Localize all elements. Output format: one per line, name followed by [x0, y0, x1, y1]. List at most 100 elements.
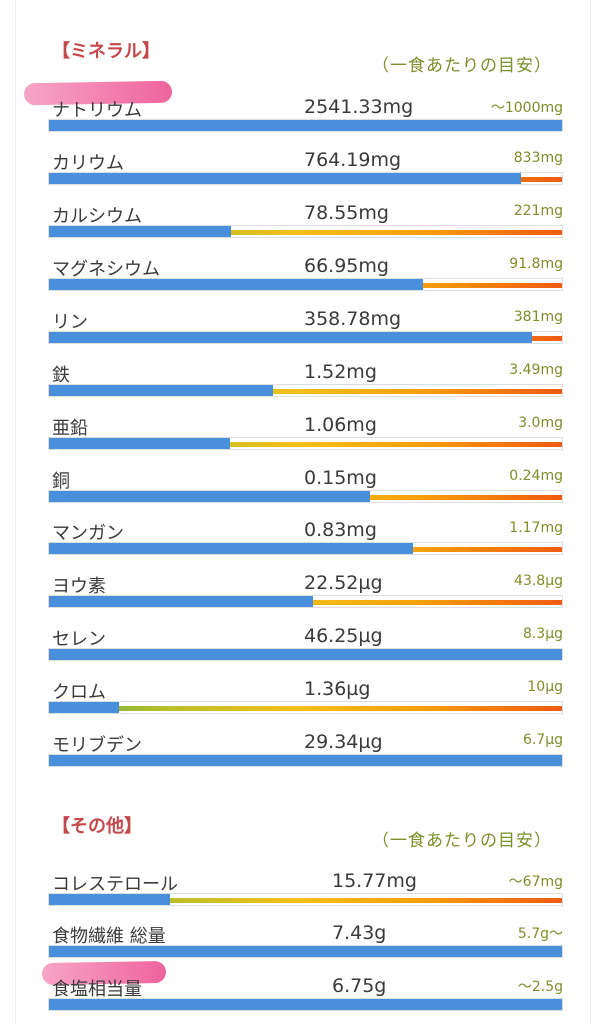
nutrient-target: ～2.5g [517, 979, 563, 995]
progress-fill [49, 438, 231, 449]
nutrient-value: 6.75g [332, 975, 387, 997]
nutrient-progress-bar [48, 384, 563, 397]
others-section-title: 【その他】 [52, 816, 142, 837]
progress-fill [49, 755, 562, 766]
nutrient-row-potassium: カリウム 764.19mg 833mg [0, 149, 609, 201]
nutrient-value: 1.36µg [304, 678, 371, 700]
others-section-header: 【その他】 （一食あたりの目安） [0, 816, 609, 851]
progress-fill [49, 226, 232, 237]
nutrient-row-magnesium: マグネシウム 66.95mg 91.8mg [0, 255, 609, 307]
nutrient-progress-bar [48, 945, 563, 958]
nutrient-target: 43.8µg [514, 573, 563, 589]
nutrient-target: 10µg [527, 679, 563, 695]
nutrient-progress-bar [48, 119, 563, 132]
card-left-border [15, 0, 16, 1024]
nutrient-progress-bar [48, 490, 563, 503]
nutrient-target: 221mg [513, 203, 563, 219]
nutrient-target: 381mg [513, 309, 563, 325]
nutrient-progress-bar [48, 225, 563, 238]
nutrient-row-cholesterol: コレステロール 15.77mg ～67mg [0, 870, 609, 922]
nutrient-row-phosphorus: リン 358.78mg 381mg [0, 308, 609, 360]
nutrient-progress-bar [48, 595, 563, 608]
nutrient-value: 78.55mg [304, 202, 389, 224]
progress-fill [49, 491, 370, 502]
nutrient-value: 1.52mg [304, 361, 377, 383]
nutrient-value: 7.43g [332, 922, 387, 944]
minerals-section-header: 【ミネラル】 （一食あたりの目安） [0, 41, 609, 76]
nutrient-name: モリブデン [52, 735, 142, 756]
nutrient-value: 66.95mg [304, 255, 389, 277]
nutrient-name: カリウム [52, 153, 124, 174]
progress-fill [49, 999, 562, 1010]
nutrient-progress-bar [48, 172, 563, 185]
nutrient-name: 食塩相当量 [52, 979, 142, 1000]
nutrient-name: クロム [52, 682, 106, 703]
nutrient-target: 833mg [513, 150, 563, 166]
nutrient-target: 8.3µg [522, 626, 563, 642]
nutrient-target: 1.17mg [509, 520, 563, 536]
nutrient-row-manganese: マンガン 0.83mg 1.17mg [0, 519, 609, 571]
nutrient-row-copper: 銅 0.15mg 0.24mg [0, 467, 609, 519]
nutrient-name: マンガン [52, 523, 124, 544]
nutrient-row-iodine: ヨウ素 22.52µg 43.8µg [0, 572, 609, 624]
nutrient-progress-bar [48, 278, 563, 291]
nutrient-row-sodium: ナトリウム 2541.33mg ～1000mg [0, 96, 609, 148]
minerals-section-note: （一食あたりの目安） [372, 56, 552, 76]
nutrient-target: 3.0mg [518, 415, 563, 431]
progress-fill [49, 279, 424, 290]
minerals-section-title: 【ミネラル】 [52, 41, 160, 62]
nutrient-progress-bar [48, 542, 563, 555]
nutrient-value: 22.52µg [304, 572, 383, 594]
others-section-note: （一食あたりの目安） [372, 831, 552, 851]
nutrient-target: 3.49mg [509, 362, 563, 378]
nutrient-value: 29.34µg [304, 731, 383, 753]
progress-fill [49, 946, 562, 957]
nutrient-value: 15.77mg [332, 870, 417, 892]
nutrient-name: カルシウム [52, 206, 142, 227]
nutrient-row-salt-equivalent: 食塩相当量 6.75g ～2.5g [0, 975, 609, 1027]
nutrient-progress-bar [48, 893, 563, 906]
nutrient-target: 6.7µg [522, 732, 563, 748]
nutrient-name: セレン [52, 629, 106, 650]
nutrient-row-dietary-fiber: 食物繊維 総量 7.43g 5.7g～ [0, 922, 609, 974]
nutrient-progress-bar [48, 998, 563, 1011]
nutrient-row-selenium: セレン 46.25µg 8.3µg [0, 625, 609, 677]
progress-fill [49, 332, 533, 343]
nutrient-value: 46.25µg [304, 625, 383, 647]
nutrient-progress-bar [48, 754, 563, 767]
nutrient-target: 0.24mg [509, 468, 563, 484]
nutrient-name: ナトリウム [52, 100, 142, 121]
progress-fill [49, 385, 273, 396]
nutrient-target: 91.8mg [509, 256, 563, 272]
nutrient-name: 鉄 [52, 365, 70, 386]
nutrient-progress-bar [48, 437, 563, 450]
nutrient-target: ～67mg [508, 874, 563, 890]
nutrient-name: 銅 [52, 471, 70, 492]
nutrient-name: 亜鉛 [52, 418, 88, 439]
progress-fill [49, 702, 119, 713]
nutrient-progress-bar [48, 648, 563, 661]
nutrient-name: 食物繊維 総量 [52, 926, 166, 947]
nutrient-row-calcium: カルシウム 78.55mg 221mg [0, 202, 609, 254]
progress-fill [49, 894, 170, 905]
nutrient-row-iron: 鉄 1.52mg 3.49mg [0, 361, 609, 413]
progress-fill [49, 596, 313, 607]
nutrient-value: 0.15mg [304, 467, 377, 489]
progress-fill [49, 173, 521, 184]
card-right-border [590, 0, 591, 1024]
nutrient-row-chromium: クロム 1.36µg 10µg [0, 678, 609, 730]
nutrient-value: 764.19mg [304, 149, 402, 171]
nutrient-target: ～1000mg [490, 100, 563, 116]
nutrient-value: 0.83mg [304, 519, 377, 541]
nutrient-name: リン [52, 312, 88, 333]
progress-fill [49, 543, 414, 554]
nutrient-row-zinc: 亜鉛 1.06mg 3.0mg [0, 414, 609, 466]
progress-fill [49, 649, 562, 660]
nutrient-name: ヨウ素 [52, 576, 106, 597]
nutrient-target: 5.7g～ [517, 926, 563, 942]
nutrient-progress-bar [48, 701, 563, 714]
progress-fill [49, 120, 562, 131]
nutrient-name: コレステロール [52, 874, 178, 895]
nutrient-value: 2541.33mg [304, 96, 414, 118]
nutrient-row-molybdenum: モリブデン 29.34µg 6.7µg [0, 731, 609, 783]
